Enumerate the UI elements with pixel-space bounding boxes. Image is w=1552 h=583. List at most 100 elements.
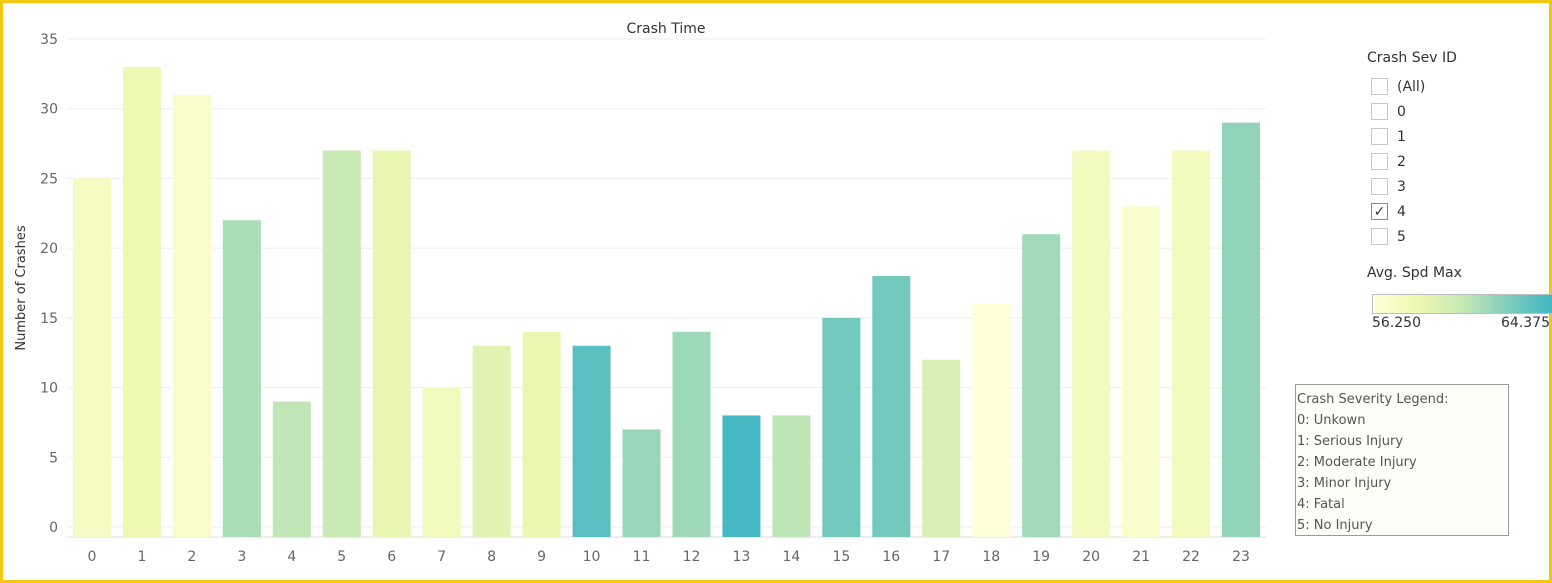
x-tick-label: 16 [882, 549, 900, 565]
bars [72, 66, 1261, 538]
x-tick-label: 4 [287, 549, 296, 565]
bar-hour-8[interactable] [472, 345, 511, 537]
bar-hour-5[interactable] [322, 150, 361, 538]
filter-option[interactable]: 1 [1367, 124, 1552, 149]
severity-legend-item: 3: Minor Injury [1297, 476, 1392, 491]
color-legend-min: 56.250 [1372, 315, 1421, 331]
filter-option-label: 3 [1397, 178, 1406, 195]
x-tick-label: 2 [187, 549, 196, 565]
x-tick-label: 20 [1082, 549, 1100, 565]
filter-option[interactable]: 0 [1367, 99, 1552, 124]
checkbox[interactable] [1371, 228, 1388, 245]
severity-legend-item: 1: Serious Injury [1297, 434, 1404, 449]
color-legend-max: 64.375 [1501, 315, 1550, 331]
bar-hour-1[interactable] [122, 66, 161, 537]
x-tick-label: 23 [1232, 549, 1250, 565]
bar-hour-23[interactable] [1222, 122, 1261, 538]
y-tick-label: 30 [40, 102, 58, 118]
x-tick-label: 9 [537, 549, 546, 565]
y-axis-ticks: 0 5 10 15 20 25 30 35 [40, 32, 58, 536]
severity-legend-item: 4: Fatal [1297, 497, 1345, 512]
filter-title: Crash Sev ID [1367, 50, 1457, 66]
x-tick-label: 19 [1032, 549, 1050, 565]
bar-hour-18[interactable] [972, 303, 1011, 537]
x-tick-label: 14 [782, 549, 800, 565]
x-tick-label: 6 [387, 549, 396, 565]
x-tick-label: 5 [337, 549, 346, 565]
checkbox[interactable] [1371, 178, 1388, 195]
severity-legend-item: 2: Moderate Injury [1297, 455, 1417, 470]
y-tick-label: 20 [40, 241, 58, 257]
x-tick-label: 8 [487, 549, 496, 565]
x-tick-label: 0 [88, 549, 97, 565]
filter-option[interactable]: 5 [1367, 224, 1552, 249]
filter-option-label: 5 [1397, 228, 1406, 245]
bar-hour-7[interactable] [422, 387, 461, 537]
checkbox[interactable] [1371, 128, 1388, 145]
crash-sev-filter: Crash Sev ID (All) 0 1 2 3 ✓ 4 5 [1367, 50, 1552, 249]
severity-legend-box: Crash Severity Legend: 0: Unkown 1: Seri… [1295, 384, 1509, 536]
severity-legend-title: Crash Severity Legend: [1297, 392, 1449, 407]
severity-legend-item: 5: No Injury [1297, 518, 1373, 533]
x-tick-label: 10 [583, 549, 601, 565]
checkbox[interactable]: ✓ [1371, 203, 1388, 220]
filter-option-label: 1 [1397, 128, 1406, 145]
x-tick-label: 1 [137, 549, 146, 565]
y-tick-label: 35 [40, 32, 58, 48]
chart-title: Crash Time [627, 21, 706, 37]
checkbox[interactable] [1371, 78, 1388, 95]
bar-hour-17[interactable] [922, 359, 961, 537]
bar-hour-19[interactable] [1022, 234, 1061, 537]
bar-hour-6[interactable] [372, 150, 411, 538]
bar-hour-12[interactable] [672, 331, 711, 537]
y-tick-label: 25 [40, 171, 58, 187]
bar-hour-16[interactable] [872, 276, 911, 537]
filter-option[interactable]: 2 [1367, 149, 1552, 174]
bar-hour-2[interactable] [172, 94, 211, 538]
filter-option[interactable]: (All) [1367, 74, 1552, 99]
x-tick-label: 18 [982, 549, 1000, 565]
filter-option-label: 4 [1397, 203, 1406, 220]
filter-option[interactable]: 3 [1367, 174, 1552, 199]
x-tick-label: 13 [733, 549, 751, 565]
y-tick-label: 10 [40, 381, 58, 397]
checkbox[interactable] [1371, 103, 1388, 120]
bar-hour-10[interactable] [572, 345, 611, 537]
bar-hour-0[interactable] [72, 178, 111, 537]
y-tick-label: 0 [49, 520, 58, 536]
filter-options: (All) 0 1 2 3 ✓ 4 5 [1367, 74, 1552, 249]
bar-hour-15[interactable] [822, 317, 861, 537]
bar-hour-4[interactable] [272, 401, 311, 537]
y-tick-label: 5 [49, 450, 58, 466]
x-tick-label: 22 [1182, 549, 1200, 565]
gridlines [67, 38, 1266, 538]
bar-hour-13[interactable] [722, 415, 761, 537]
filter-option-label: (All) [1397, 78, 1426, 95]
filter-option[interactable]: ✓ 4 [1367, 199, 1552, 224]
x-tick-label: 21 [1132, 549, 1150, 565]
checkbox[interactable] [1371, 153, 1388, 170]
color-legend-title: Avg. Spd Max [1367, 265, 1462, 281]
bar-hour-20[interactable] [1072, 150, 1111, 538]
y-axis-title: Number of Crashes [14, 225, 29, 350]
x-tick-label: 12 [683, 549, 701, 565]
bar-hour-14[interactable] [772, 415, 811, 537]
filter-option-label: 2 [1397, 153, 1406, 170]
y-tick-label: 15 [40, 311, 58, 327]
x-tick-label: 11 [633, 549, 651, 565]
bar-hour-9[interactable] [522, 331, 561, 537]
severity-legend-item: 0: Unkown [1297, 413, 1366, 428]
bar-hour-21[interactable] [1122, 206, 1161, 538]
filter-option-label: 0 [1397, 103, 1406, 120]
bar-hour-3[interactable] [222, 220, 261, 537]
bar-hour-22[interactable] [1172, 150, 1211, 538]
bar-chart: Crash Time Number of Crashes 05101520253… [14, 21, 1266, 565]
x-tick-label: 3 [237, 549, 246, 565]
x-axis-ticks: 0 1 2 3 4 5 6 7 8 9 10 11 12 13 14 15 16 17 18 19 20 21 22 23 [88, 549, 1250, 565]
x-tick-label: 7 [437, 549, 446, 565]
x-tick-label: 17 [932, 549, 950, 565]
bar-hour-11[interactable] [622, 429, 661, 537]
color-legend: Avg. Spd Max 56.250 64.375 [1367, 265, 1552, 334]
color-gradient-bar [1372, 294, 1552, 314]
